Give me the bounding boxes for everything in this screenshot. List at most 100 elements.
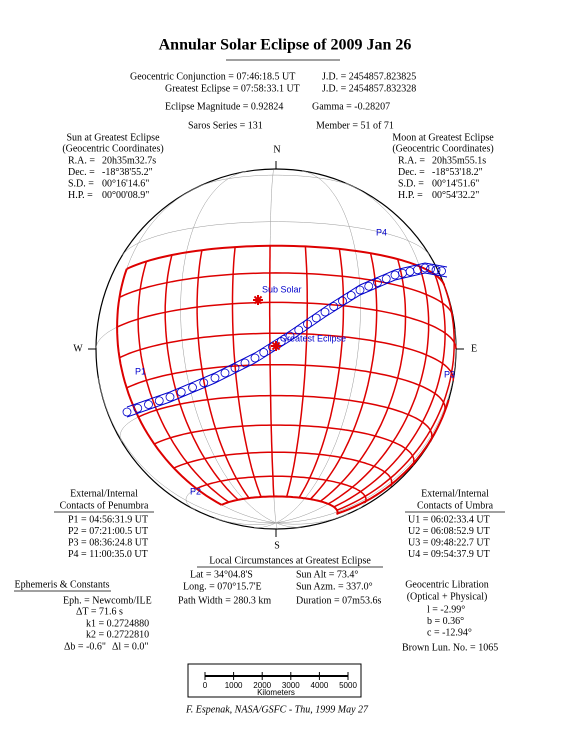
path-marker <box>133 403 143 413</box>
map-label: P1 <box>135 366 146 376</box>
coord-value: 00°16'14.6" <box>102 178 149 189</box>
eclipse-curve <box>333 274 446 508</box>
eclipse-curve <box>196 475 367 504</box>
path-marker <box>250 353 260 363</box>
eclipse-curve <box>116 268 223 506</box>
header-item: Member = 51 of 71 <box>316 120 394 131</box>
coord-label: H.P. = <box>398 190 423 201</box>
block-title: Sun at Greatest Eclipse <box>66 132 160 143</box>
globe <box>88 161 464 537</box>
map-label: P3 <box>444 369 455 379</box>
ephemeris-item: Eph. = Newcomb/ILE <box>63 595 152 606</box>
eclipse-curve <box>196 250 250 499</box>
coord-value: 00°14'51.6" <box>432 178 479 189</box>
path-marker <box>210 373 220 383</box>
eclipse-curve <box>298 248 345 498</box>
lunation: Brown Lun. No. = 1065 <box>402 642 498 653</box>
scale-label: 3000 <box>282 681 300 690</box>
meridian <box>275 170 361 524</box>
path-marker <box>373 278 382 287</box>
title: Annular Solar Eclipse of 2009 Jan 26 <box>159 37 412 54</box>
path-marker <box>165 392 175 402</box>
header-item: Eclipse Magnitude = 0.92824 <box>165 101 283 112</box>
block-title: Contacts of Umbra <box>417 500 494 511</box>
scale-unit: Kilometers <box>257 688 295 697</box>
parallel <box>122 221 430 256</box>
eclipse-curve <box>337 399 450 515</box>
block-title: Moon at Greatest Eclipse <box>392 132 494 143</box>
eclipse-curve <box>319 258 407 502</box>
meridian <box>254 522 277 528</box>
meridian <box>275 522 278 530</box>
contact-time: P2 = 07:21:00.5 UT <box>68 526 148 537</box>
path-marker <box>364 281 374 291</box>
path-marker <box>230 363 240 373</box>
map-label: P4 <box>376 227 387 237</box>
eclipse-curve <box>126 244 446 286</box>
footer: F. Espenak, NASA/GSFC - Thu, 1999 May 27 <box>185 704 369 715</box>
header-item: J.D. = 2454857.832328 <box>322 83 416 94</box>
star-marker <box>253 295 263 305</box>
path-marker <box>437 266 446 276</box>
eclipse-curve <box>138 394 433 442</box>
meridian <box>180 171 277 524</box>
block-title: Contacts of Penumbra <box>60 500 149 511</box>
eclipse-curve <box>126 363 446 412</box>
path-marker <box>311 313 321 323</box>
ephemeris-item: k1 = 0.2724880 <box>86 618 149 629</box>
local-item: Long. = 070°15.7'E <box>183 581 262 592</box>
eclipse-curve <box>268 245 275 497</box>
scale-label: 0 <box>203 681 208 690</box>
scale-label: 2000 <box>253 681 271 690</box>
path-marker <box>259 348 269 357</box>
ephemeris-item: Δb = -0.6" <box>64 641 106 652</box>
compass-label: W <box>73 343 83 354</box>
coord-label: S.D. = <box>398 178 424 189</box>
contact-time: U2 = 06:08:52.9 UT <box>408 526 490 537</box>
header-item: Saros Series = 131 <box>188 120 263 131</box>
block-title: (Geocentric Coordinates) <box>392 143 493 154</box>
path-marker <box>338 296 347 306</box>
path-marker <box>303 319 312 329</box>
header-item: Gamma = -0.28207 <box>312 101 390 112</box>
block-title: Local Circumstances at Greatest Eclipse <box>209 555 371 566</box>
path-marker <box>240 358 250 368</box>
path-marker <box>154 396 164 406</box>
texts: Annular Solar Eclipse of 2009 Jan 26 Geoc… <box>14 37 505 715</box>
contact-time: U4 = 09:54:37.9 UT <box>408 549 490 560</box>
libration-item: l = -2.99° <box>427 604 465 615</box>
coord-label: R.A. = <box>68 155 95 166</box>
header-item: J.D. = 2454857.823825 <box>322 71 416 82</box>
ephemeris-item: k2 = 0.2722810 <box>86 629 149 640</box>
star-marker <box>271 341 281 351</box>
meridian <box>275 513 349 525</box>
path-marker <box>199 378 209 388</box>
eclipse-curve <box>327 266 430 505</box>
eclipse-curve <box>116 301 457 350</box>
path-marker <box>381 274 391 284</box>
coord-label: R.A. = <box>398 155 425 166</box>
header-item: Geocentric Conjunction = 07:46:18.5 UT <box>130 71 295 82</box>
path-marker <box>285 331 295 341</box>
path-edge <box>126 272 448 418</box>
path-marker <box>294 325 304 335</box>
local-item: Sun Azm. = 337.0° <box>296 581 373 592</box>
path-marker <box>426 264 435 274</box>
block-title: Ephemeris & Constants <box>15 579 110 590</box>
block-title: (Geocentric Coordinates) <box>62 143 163 154</box>
meridian <box>275 522 301 528</box>
map-label: P2 <box>190 486 201 496</box>
block-title: External/Internal <box>70 488 138 499</box>
map-label: Greatest Eclipse <box>280 333 346 343</box>
eclipse-curve <box>231 247 262 498</box>
path-marker <box>144 400 153 409</box>
scale-box <box>187 663 362 698</box>
compass-label: E <box>471 343 477 354</box>
header-item: Greatest Eclipse = 07:58:33.1 UT <box>165 83 300 94</box>
path-marker <box>329 302 339 311</box>
map-label: Sub Solar <box>262 284 302 294</box>
path-marker <box>176 387 186 397</box>
local-item: Duration = 07m53.6s <box>296 595 381 606</box>
coord-label: S.D. = <box>68 178 94 189</box>
